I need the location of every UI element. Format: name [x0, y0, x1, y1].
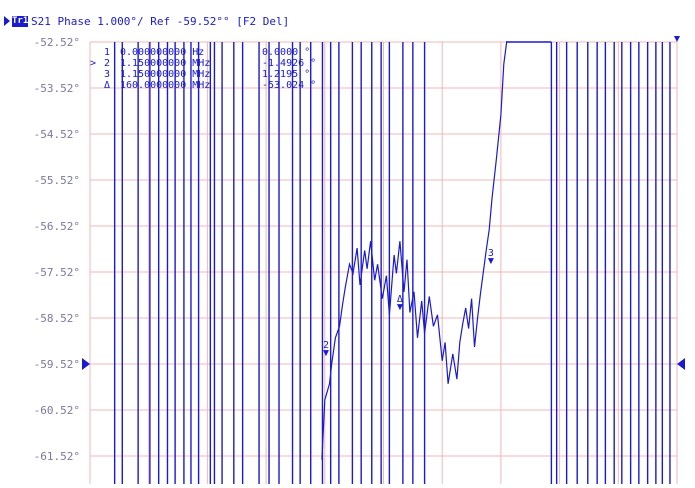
y-tick-label: -52.52° [34, 36, 80, 49]
y-axis-ticks: -52.52° -53.52° -54.52° -55.52° -56.52° -57.5… [34, 36, 80, 463]
marker-table-stimulus: 1.150000000 MHz [120, 58, 210, 69]
marker-table-stimulus: 1.150000000 MHz [120, 69, 210, 80]
marker-1-label: 1 [680, 34, 686, 37]
active-trace-arrow-icon [4, 16, 10, 26]
phase-plot[interactable]: -52.52° -53.52° -54.52° -55.52° -56.52° -57.5… [0, 26, 695, 486]
trace-title[interactable]: S21 Phase 1.000°/ Ref -59.52°° [F2 Del] [31, 15, 290, 28]
trace-segment [485, 41, 508, 251]
marker-table-response: -1.4926 ° [262, 58, 316, 69]
marker-table-response: 1.2195 ° [262, 69, 310, 80]
reference-level-arrows [82, 358, 685, 370]
y-tick-label: -53.52° [34, 82, 80, 95]
y-tick-label: -60.52° [34, 404, 80, 417]
y-tick-label: -58.52° [34, 312, 80, 325]
trace-segment [321, 241, 487, 460]
marker-table-stimulus: 160.0000000 MHz [120, 80, 210, 91]
phase-wrap-lines [113, 42, 671, 486]
marker-table-stimulus: 0.000000000 Hz [120, 47, 204, 58]
marker-table-prefix: > [90, 58, 96, 69]
y-tick-label: -61.52° [34, 450, 80, 463]
reference-arrow-right-icon [677, 358, 685, 370]
marker-table: 1 0.000000000 Hz 0.0000 ° > 2 1.150000000 MHz… [90, 47, 316, 91]
markers[interactable]: 1 2 3 Δ [322, 26, 686, 357]
grid [89, 41, 678, 486]
trace-badge[interactable]: Tr1 [12, 16, 29, 27]
marker-table-id: Δ [104, 80, 110, 91]
trace-line [321, 41, 552, 460]
marker-table-response: 0.0000 ° [262, 47, 310, 58]
marker-table-id: 1 [104, 47, 110, 58]
trace-header: Tr1 S21 Phase 1.000°/ Ref -59.52°° [F2 D… [0, 0, 695, 34]
marker-2-label: 2 [323, 340, 329, 351]
y-tick-label: -56.52° [34, 220, 80, 233]
marker-3-label: 3 [488, 248, 494, 259]
y-tick-label: -59.52° [34, 358, 80, 371]
marker-table-response: -53.024 ° [262, 80, 316, 91]
reference-arrow-left-icon [82, 358, 90, 370]
marker-table-id: 3 [104, 69, 110, 80]
marker-4-triangle[interactable] [396, 304, 403, 311]
y-tick-label: -54.52° [34, 128, 80, 141]
y-tick-label: -55.52° [34, 174, 80, 187]
marker-4-label: Δ [397, 294, 403, 305]
marker-1-triangle[interactable] [674, 36, 680, 42]
marker-3-triangle[interactable] [487, 258, 494, 265]
y-tick-label: -57.52° [34, 266, 80, 279]
marker-2-triangle[interactable] [322, 350, 329, 357]
marker-table-id: 2 [104, 58, 110, 69]
